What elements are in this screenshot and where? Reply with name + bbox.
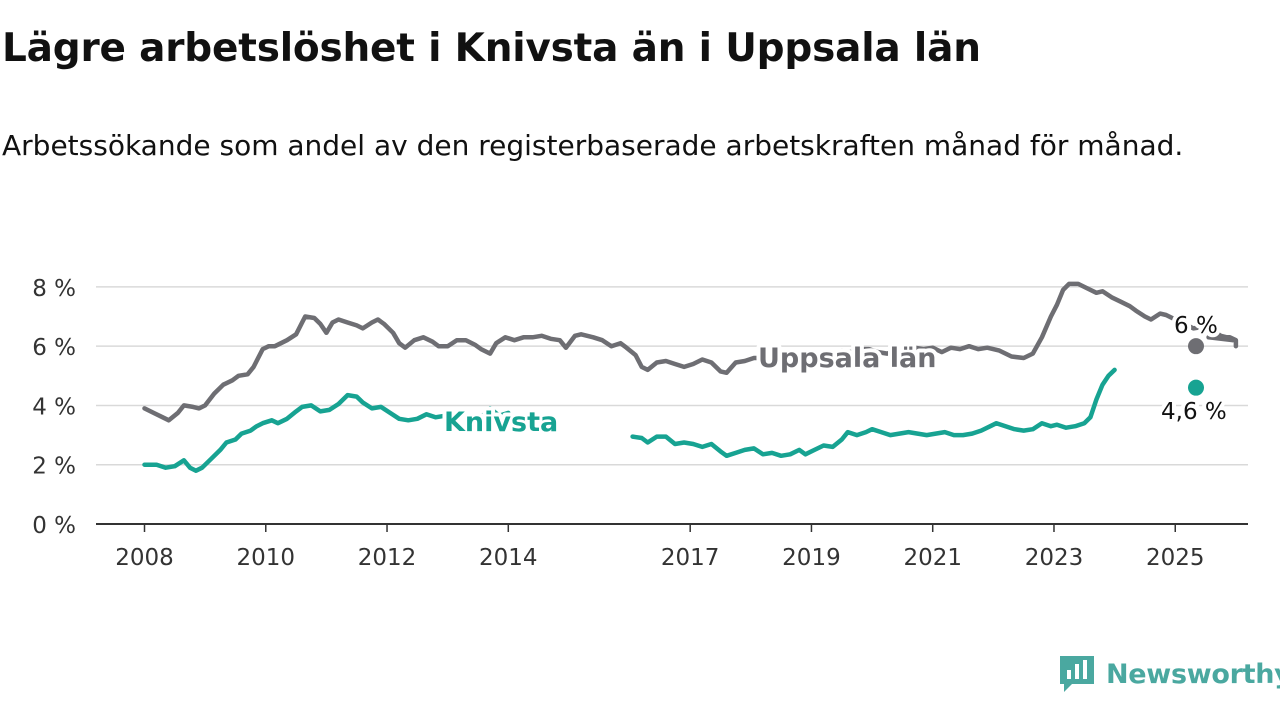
- x-tick-label: 2008: [115, 545, 174, 571]
- brand-name: Newsworthy: [1106, 658, 1280, 690]
- x-tick-label: 2021: [903, 545, 962, 571]
- series-line-uppsala: [142, 281, 1239, 423]
- x-tick-label: 2019: [782, 545, 841, 571]
- series-end-marker-uppsala: [1188, 338, 1204, 355]
- x-tick-label: 2025: [1146, 545, 1205, 571]
- y-tick-label: 8 %: [32, 276, 76, 302]
- end-value-label-knivsta: 4,6 %: [1161, 399, 1227, 425]
- x-tick-label: 2023: [1025, 545, 1084, 571]
- series-label-knivsta: Knivsta: [444, 407, 558, 438]
- end-value-label-knivsta-halo: 4,6 %: [1161, 399, 1227, 425]
- y-tick-label: 2 %: [32, 454, 76, 480]
- brand: Newsworthy: [1058, 652, 1280, 696]
- end-value-label-uppsala-halo: 6 %: [1174, 313, 1218, 339]
- series-line-knivsta: [142, 392, 511, 473]
- x-tick-label: 2012: [358, 545, 417, 571]
- newsworthy-logo-icon: [1060, 656, 1094, 692]
- y-tick-label: 6 %: [32, 335, 76, 361]
- series-label-uppsala: Uppsala län: [758, 343, 936, 374]
- chart-title: Lägre arbetslöshet i Knivsta än i Uppsal…: [2, 26, 981, 71]
- x-tick-label: 2014: [479, 545, 538, 571]
- x-tick-label: 2017: [661, 545, 720, 571]
- y-tick-label: 4 %: [32, 394, 76, 420]
- series-label-knivsta-halo: Knivsta: [444, 407, 558, 438]
- end-value-label-uppsala: 6 %: [1174, 313, 1218, 339]
- x-tick-label: 2010: [236, 545, 295, 571]
- series-line-knivsta: [630, 367, 1117, 459]
- series-label-uppsala-halo: Uppsala län: [758, 343, 936, 374]
- y-tick-label: 0 %: [32, 513, 76, 539]
- chart-subtitle: Arbetssökande som andel av den registerb…: [2, 129, 1184, 162]
- series-end-marker-knivsta: [1188, 379, 1204, 396]
